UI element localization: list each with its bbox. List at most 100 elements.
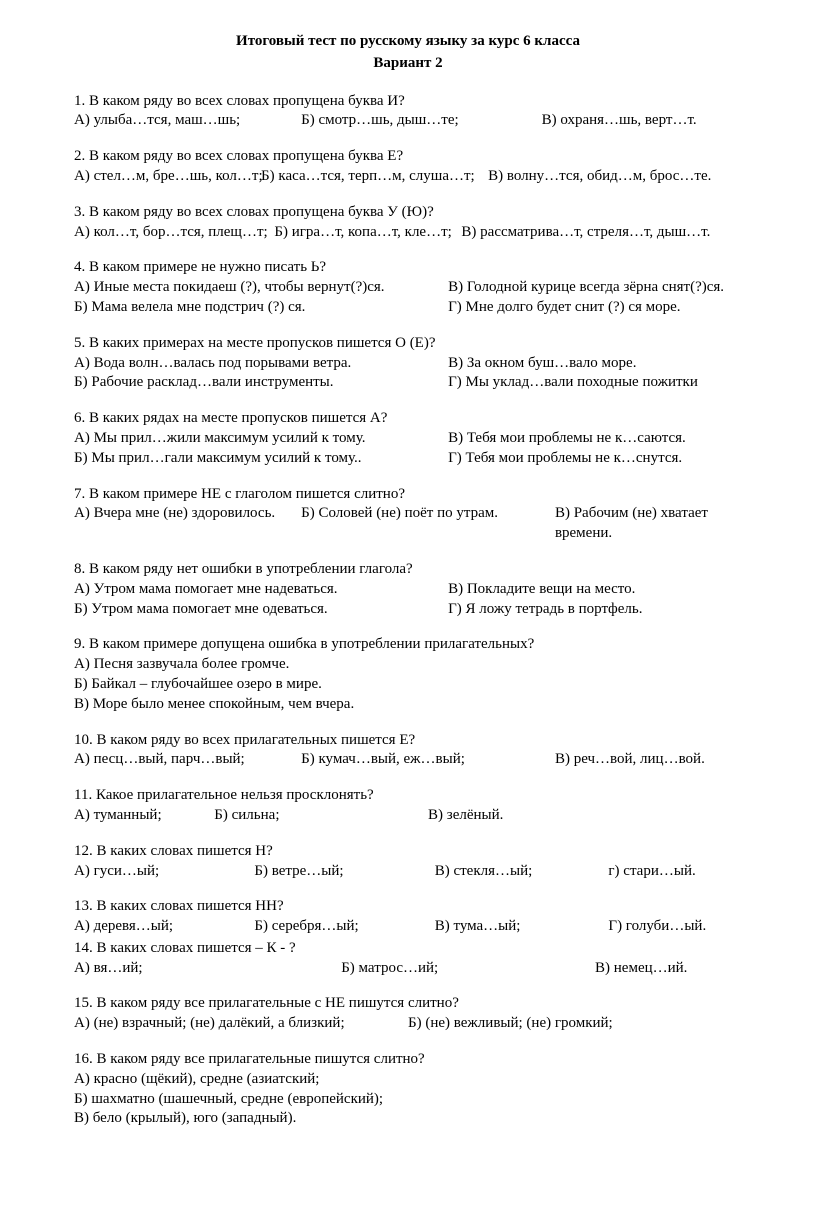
question-5: 5. В каких примерах на месте пропусков п… <box>74 334 742 393</box>
question-15: 15. В каком ряду все прилагательные с НЕ… <box>74 994 742 1034</box>
q2-option-a: А) стел…м, бре…шь, кол…т; <box>74 167 261 187</box>
q4-option-v: В) Голодной курице всегда зёрна снят(?)с… <box>448 278 742 298</box>
q6-option-v: В) Тебя мои проблемы не к…саются. <box>448 429 742 449</box>
q3-options: А) кол…т, бор…тся, плещ…т; Б) игра…т, ко… <box>74 223 742 243</box>
question-10: 10. В каком ряду во всех прилагательных … <box>74 731 742 771</box>
q6-row2: Б) Мы прил…гали максимум усилий к тому..… <box>74 449 742 469</box>
q5-option-g: Г) Мы уклад…вали походные пожитки <box>448 373 742 393</box>
q1-options: А) улыба…тся, маш…шь; Б) смотр…шь, дыш…т… <box>74 111 742 131</box>
q8-option-a: А) Утром мама помогает мне надеваться. <box>74 580 448 600</box>
q3-option-b: Б) игра…т, копа…т, кле…т; <box>274 223 461 243</box>
q9-prompt: 9. В каком примере допущена ошибка в упо… <box>74 635 742 655</box>
q14-options: А) вя…ий; Б) матрос…ий; В) немец…ий. <box>74 959 742 979</box>
q4-row2: Б) Мама велела мне подстрич (?) ся. Г) М… <box>74 298 742 318</box>
q11-option-a: А) туманный; <box>74 806 214 826</box>
question-2: 2. В каком ряду во всех словах пропущена… <box>74 147 742 187</box>
q12-prompt: 12. В каких словах пишется Н? <box>74 842 742 862</box>
q14-prompt: 14. В каких словах пишется – К - ? <box>74 939 742 959</box>
q16-option-a: А) красно (щёкий), средне (азиатский; <box>74 1070 742 1090</box>
q13-options: А) деревя…ый; Б) серебря…ый; В) тума…ый;… <box>74 917 742 937</box>
page-title: Итоговый тест по русскому языку за курс … <box>74 32 742 52</box>
q15-option-a: А) (не) взрачный; (не) далёкий, а близки… <box>74 1014 408 1034</box>
q14-option-c: В) немец…ий. <box>595 959 742 979</box>
q11-option-b: Б) сильна; <box>214 806 428 826</box>
q6-option-g: Г) Тебя мои проблемы не к…снутся. <box>448 449 742 469</box>
question-3: 3. В каком ряду во всех словах пропущена… <box>74 203 742 243</box>
q4-option-g: Г) Мне долго будет снит (?) ся море. <box>448 298 742 318</box>
question-6: 6. В каких рядах на месте пропусков пише… <box>74 409 742 468</box>
q9-option-c: В) Море было менее спокойным, чем вчера. <box>74 695 742 715</box>
q5-option-v: В) За окном буш…вало море. <box>448 354 742 374</box>
q8-row1: А) Утром мама помогает мне надеваться. В… <box>74 580 742 600</box>
q12-options: А) гуси…ый; Б) ветре…ый; В) стекля…ый; г… <box>74 862 742 882</box>
q7-option-c: В) Рабочим (не) хватает времени. <box>555 504 742 544</box>
q4-option-a: А) Иные места покидаеш (?), чтобы вернут… <box>74 278 448 298</box>
question-11: 11. Какое прилагательное нельзя просклон… <box>74 786 742 826</box>
q16-option-c: В) бело (крылый), юго (западный). <box>74 1109 742 1129</box>
q11-options: А) туманный; Б) сильна; В) зелёный. <box>74 806 742 826</box>
document-page: Итоговый тест по русскому языку за курс … <box>0 0 816 1206</box>
q5-row2: Б) Рабочие расклад…вали инструменты. Г) … <box>74 373 742 393</box>
q1-option-a: А) улыба…тся, маш…шь; <box>74 111 301 131</box>
q1-option-c: В) охраня…шь, верт…т. <box>542 111 742 131</box>
q12-option-b: Б) ветре…ый; <box>254 862 434 882</box>
q12-option-a: А) гуси…ый; <box>74 862 254 882</box>
q5-prompt: 5. В каких примерах на месте пропусков п… <box>74 334 742 354</box>
q16-prompt: 16. В каком ряду все прилагательные пишу… <box>74 1050 742 1070</box>
q7-options: А) Вчера мне (не) здоровилось. Б) Солове… <box>74 504 742 544</box>
q4-prompt: 4. В каком примере не нужно писать Ь? <box>74 258 742 278</box>
q4-row1: А) Иные места покидаеш (?), чтобы вернут… <box>74 278 742 298</box>
q3-prompt: 3. В каком ряду во всех словах пропущена… <box>74 203 742 223</box>
q10-option-b: Б) кумач…вый, еж…вый; <box>301 750 555 770</box>
question-7: 7. В каком примере НЕ с глаголом пишется… <box>74 485 742 544</box>
q2-options: А) стел…м, бре…шь, кол…т; Б) каса…тся, т… <box>74 167 742 187</box>
q5-option-a: А) Вода волн…валась под порывами ветра. <box>74 354 448 374</box>
q7-option-b: Б) Соловей (не) поёт по утрам. <box>301 504 555 544</box>
question-9: 9. В каком примере допущена ошибка в упо… <box>74 635 742 714</box>
q10-option-c: В) реч…вой, лиц…вой. <box>555 750 742 770</box>
q13-option-c: В) тума…ый; <box>435 917 609 937</box>
q6-prompt: 6. В каких рядах на месте пропусков пише… <box>74 409 742 429</box>
q5-option-b: Б) Рабочие расклад…вали инструменты. <box>74 373 448 393</box>
q13-prompt: 13. В каких словах пишется НН? <box>74 897 742 917</box>
q3-option-c: В) рассматрива…т, стреля…т, дыш…т. <box>461 223 742 243</box>
question-14: 14. В каких словах пишется – К - ? А) вя… <box>74 939 742 979</box>
q3-option-a: А) кол…т, бор…тся, плещ…т; <box>74 223 274 243</box>
q9-option-b: Б) Байкал – глубочайшее озеро в мире. <box>74 675 742 695</box>
q14-option-a: А) вя…ий; <box>74 959 341 979</box>
q8-option-g: Г) Я ложу тетрадь в портфель. <box>448 600 742 620</box>
q5-row1: А) Вода волн…валась под порывами ветра. … <box>74 354 742 374</box>
q2-option-b: Б) каса…тся, терп…м, слуша…т; <box>261 167 488 187</box>
q8-row2: Б) Утром мама помогает мне одеваться. Г)… <box>74 600 742 620</box>
question-1: 1. В каком ряду во всех словах пропущена… <box>74 92 742 132</box>
q7-prompt: 7. В каком примере НЕ с глаголом пишется… <box>74 485 742 505</box>
q16-option-b: Б) шахматно (шашечный, средне (европейск… <box>74 1090 742 1110</box>
q7-option-a: А) Вчера мне (не) здоровилось. <box>74 504 301 544</box>
q9-option-a: А) Песня зазвучала более громче. <box>74 655 742 675</box>
page-variant: Вариант 2 <box>74 54 742 74</box>
question-8: 8. В каком ряду нет ошибки в употреблени… <box>74 560 742 619</box>
q15-prompt: 15. В каком ряду все прилагательные с НЕ… <box>74 994 742 1014</box>
question-12: 12. В каких словах пишется Н? А) гуси…ый… <box>74 842 742 882</box>
question-4: 4. В каком примере не нужно писать Ь? А)… <box>74 258 742 317</box>
question-16: 16. В каком ряду все прилагательные пишу… <box>74 1050 742 1129</box>
q11-prompt: 11. Какое прилагательное нельзя просклон… <box>74 786 742 806</box>
q8-option-b: Б) Утром мама помогает мне одеваться. <box>74 600 448 620</box>
q1-prompt: 1. В каком ряду во всех словах пропущена… <box>74 92 742 112</box>
q8-prompt: 8. В каком ряду нет ошибки в употреблени… <box>74 560 742 580</box>
q6-option-a: А) Мы прил…жили максимум усилий к тому. <box>74 429 448 449</box>
q11-option-c: В) зелёный. <box>428 806 742 826</box>
question-13: 13. В каких словах пишется НН? А) деревя… <box>74 897 742 937</box>
q15-option-b: Б) (не) вежливый; (не) громкий; <box>408 1014 742 1034</box>
q6-option-b: Б) Мы прил…гали максимум усилий к тому.. <box>74 449 448 469</box>
q2-prompt: 2. В каком ряду во всех словах пропущена… <box>74 147 742 167</box>
q13-option-a: А) деревя…ый; <box>74 917 254 937</box>
q10-prompt: 10. В каком ряду во всех прилагательных … <box>74 731 742 751</box>
q15-options: А) (не) взрачный; (не) далёкий, а близки… <box>74 1014 742 1034</box>
q4-option-b: Б) Мама велела мне подстрич (?) ся. <box>74 298 448 318</box>
q13-option-b: Б) серебря…ый; <box>254 917 434 937</box>
q14-option-b: Б) матрос…ий; <box>341 959 595 979</box>
q6-row1: А) Мы прил…жили максимум усилий к тому. … <box>74 429 742 449</box>
q1-option-b: Б) смотр…шь, дыш…те; <box>301 111 541 131</box>
q10-option-a: А) песц…вый, парч…вый; <box>74 750 301 770</box>
